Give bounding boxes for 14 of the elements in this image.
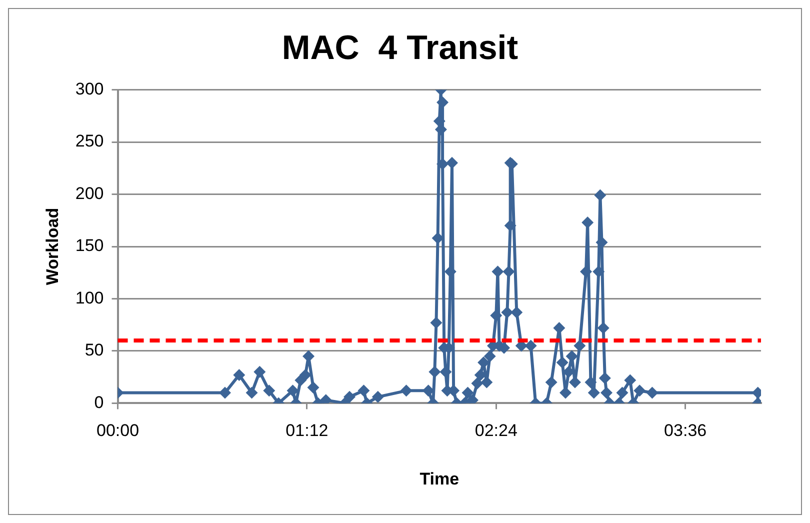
- y-tick-label: 100: [75, 288, 104, 308]
- x-tick-label: 02:24: [474, 421, 518, 440]
- y-axis-title: Workload: [42, 208, 62, 286]
- x-axis-title: Time: [420, 469, 460, 488]
- y-tick-label: 50: [84, 340, 104, 360]
- x-tick-label: 03:36: [664, 421, 707, 440]
- y-tick-label: 150: [75, 236, 104, 256]
- y-tick-label: 300: [75, 79, 104, 98]
- x-tick-label: 01:12: [286, 421, 328, 440]
- chart-title: MAC 4 Transit: [282, 28, 518, 67]
- x-tick-label: 00:00: [96, 421, 140, 440]
- y-tick-label: 200: [75, 184, 104, 203]
- y-tick-label: 0: [94, 392, 104, 412]
- y-tick-label: 250: [75, 132, 104, 151]
